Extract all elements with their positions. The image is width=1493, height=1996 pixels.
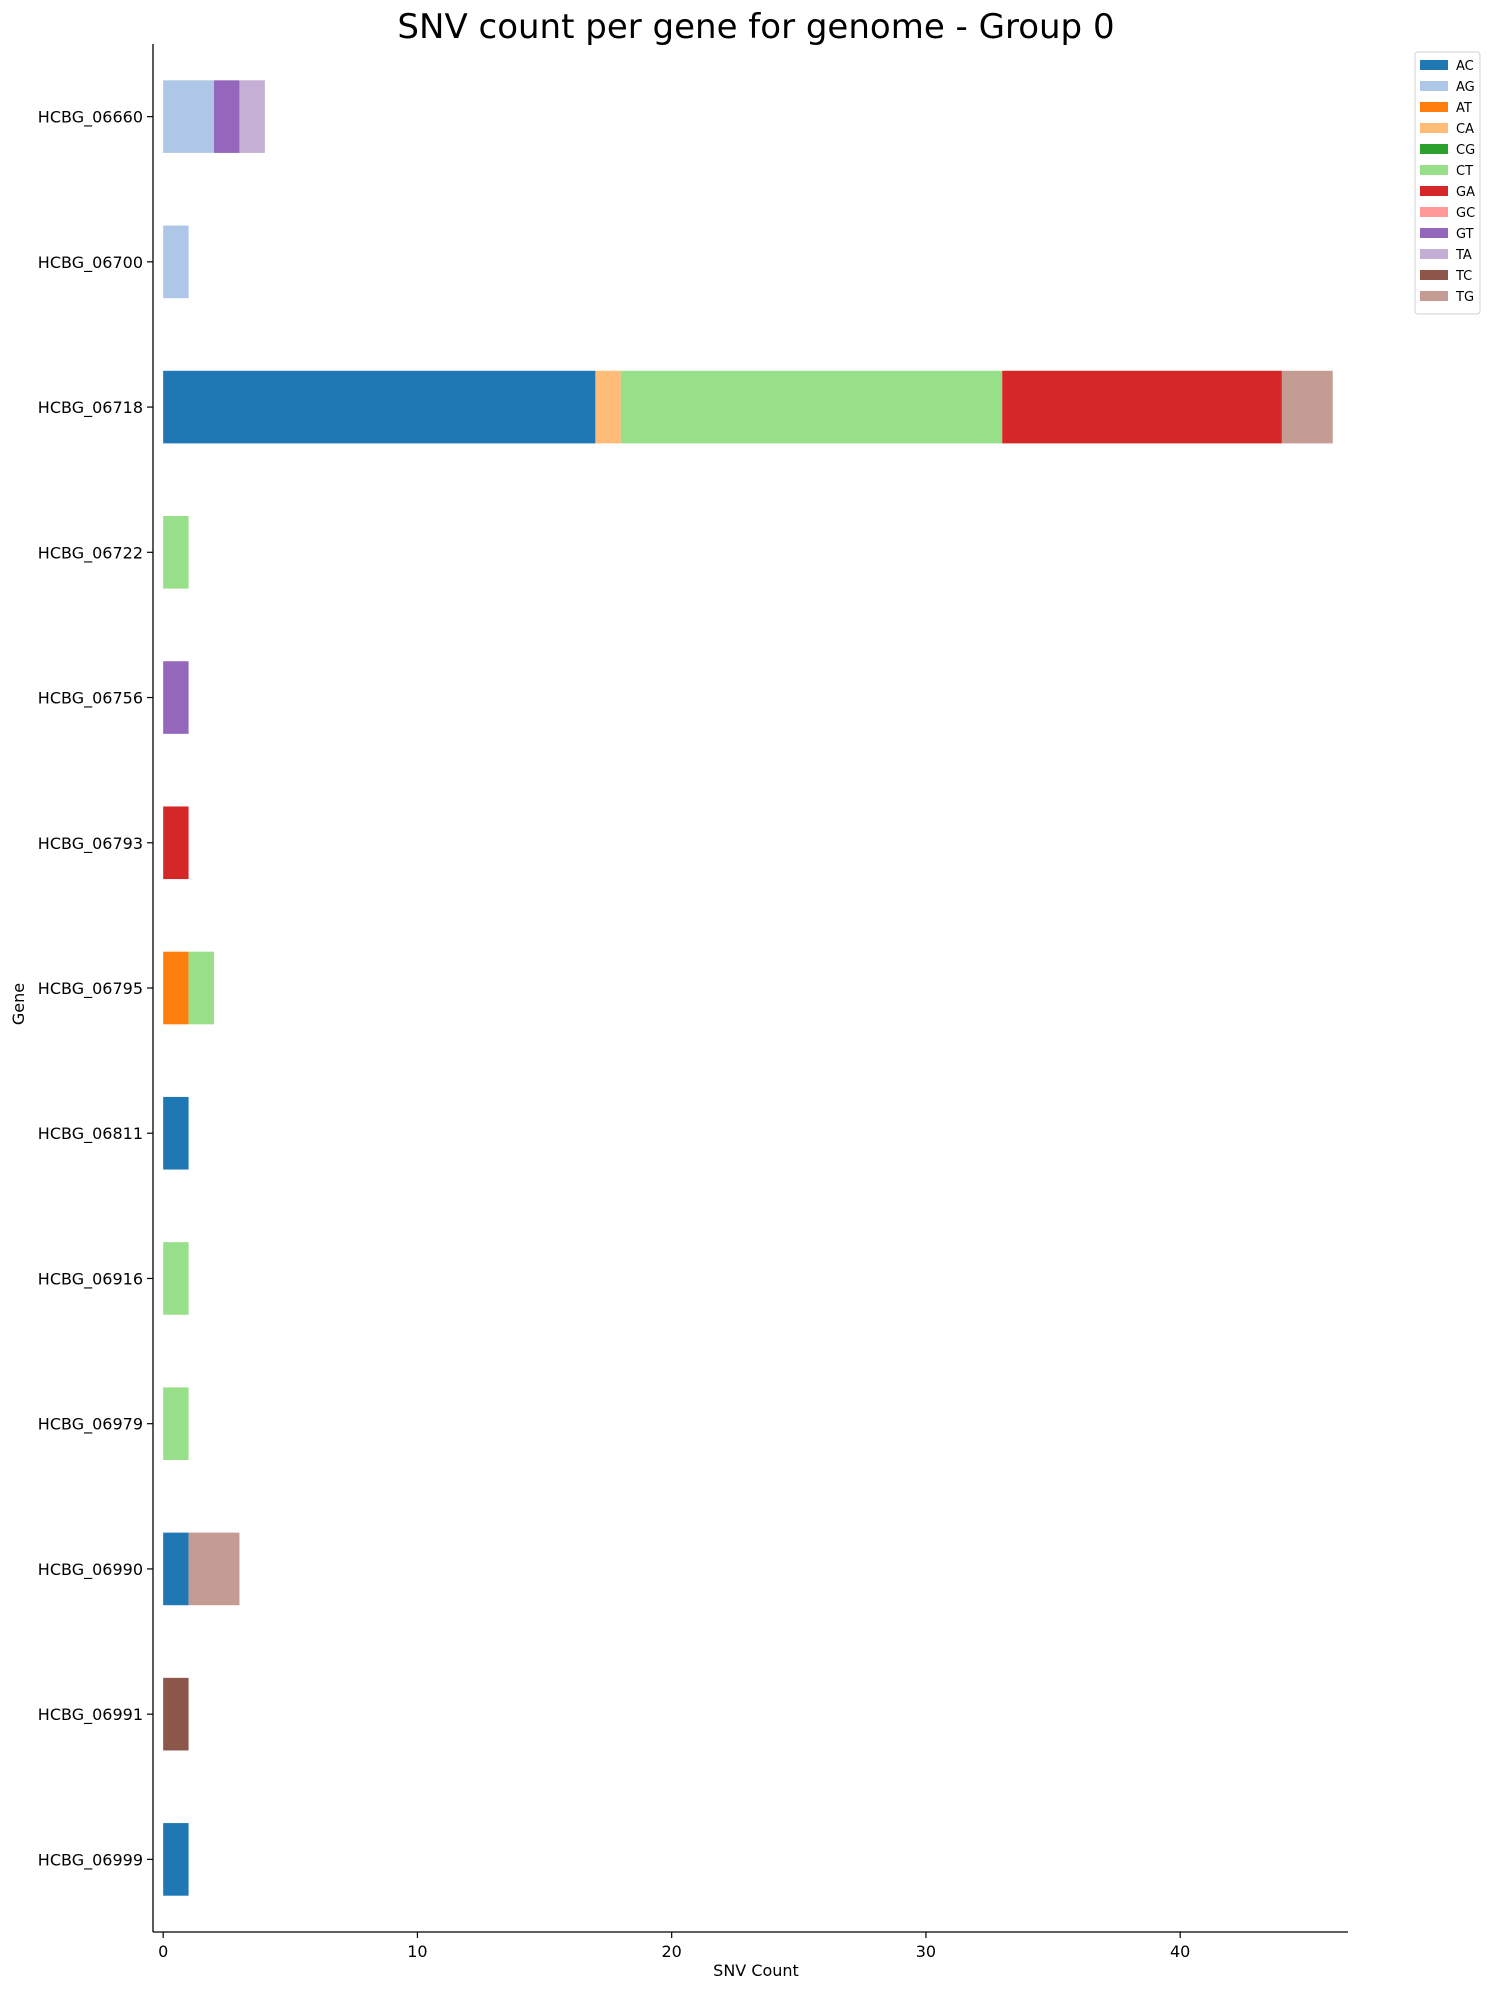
legend-swatch-ta <box>1420 249 1448 259</box>
bar-hcbg_06718-ca <box>595 370 621 444</box>
bar-hcbg_06700-ag <box>163 225 189 299</box>
bar-hcbg_06990-tg <box>188 1532 240 1606</box>
y-tick-label: HCBG_06795 <box>38 979 143 999</box>
x-axis: 0 10 20 30 40 <box>153 1931 1348 1961</box>
bar-hcbg_06795-ct <box>188 951 215 1025</box>
legend-swatch-ac <box>1420 60 1448 70</box>
y-tick-label: HCBG_06718 <box>38 398 143 418</box>
x-tick-label: 0 <box>158 1942 168 1961</box>
legend-swatch-tg <box>1420 291 1448 301</box>
bar-hcbg_06718-tg <box>1281 370 1333 444</box>
bar-hcbg_06795-at <box>163 951 189 1025</box>
y-tick-label: HCBG_06756 <box>38 689 143 709</box>
bar-hcbg_06660-ta <box>239 80 265 153</box>
legend: AC AG AT CA CG CT GA GC GT TA TC TG <box>1414 51 1481 315</box>
legend-label-gt: GT <box>1456 227 1474 242</box>
y-axis-label: Gene <box>9 983 28 1025</box>
bar-hcbg_06916-ct <box>163 1242 189 1315</box>
legend-label-ct: CT <box>1456 164 1473 179</box>
bar-hcbg_06756-gt <box>163 661 189 734</box>
y-tick-label: HCBG_06916 <box>38 1269 143 1289</box>
legend-label-tg: TG <box>1455 290 1474 305</box>
legend-swatch-ct <box>1420 165 1448 175</box>
legend-swatch-gc <box>1420 207 1448 217</box>
y-tick-label: HCBG_06793 <box>38 834 143 854</box>
legend-label-ag: AG <box>1456 80 1475 95</box>
bar-hcbg_06990-ac <box>163 1532 189 1606</box>
bar-hcbg_06991-tc <box>163 1677 189 1751</box>
legend-swatch-ga <box>1420 186 1448 196</box>
legend-label-gc: GC <box>1456 206 1475 221</box>
x-tick-label: 10 <box>407 1942 427 1961</box>
y-tick-label: HCBG_06700 <box>38 253 143 273</box>
x-tick-label: 30 <box>916 1942 936 1961</box>
y-tick-label: HCBG_06990 <box>38 1560 143 1580</box>
bar-hcbg_06811-ac <box>163 1096 189 1170</box>
bar-hcbg_06718-ga <box>1002 370 1282 444</box>
y-axis: HCBG_06660 HCBG_06700 HCBG_06718 HCBG_06722… <box>38 44 154 1932</box>
legend-frame <box>1414 51 1481 315</box>
y-tick-label: HCBG_06979 <box>38 1415 143 1435</box>
legend-swatch-tc <box>1420 270 1448 280</box>
legend-swatch-cg <box>1420 144 1448 154</box>
bar-hcbg_06999-ac <box>163 1823 189 1896</box>
bar-hcbg_06722-ct <box>163 516 189 589</box>
legend-swatch-at <box>1420 102 1448 112</box>
legend-label-ta: TA <box>1455 248 1472 263</box>
legend-label-tc: TC <box>1455 269 1472 284</box>
bar-hcbg_06660-gt <box>214 80 240 153</box>
bar-hcbg_06718-ct <box>620 370 1003 444</box>
y-tick-label: HCBG_06999 <box>38 1850 143 1870</box>
legend-label-ca: CA <box>1456 122 1474 137</box>
y-tick-label: HCBG_06722 <box>38 543 143 563</box>
legend-label-cg: CG <box>1456 143 1475 158</box>
legend-swatch-gt <box>1420 228 1448 238</box>
legend-label-ac: AC <box>1456 59 1474 74</box>
x-axis-label: SNV Count <box>713 1961 799 1980</box>
legend-label-ga: GA <box>1456 185 1475 200</box>
bar-hcbg_06718-ac <box>163 370 596 444</box>
bar-hcbg_06660-ag <box>163 80 215 153</box>
legend-swatch-ag <box>1420 81 1448 91</box>
y-tick-label: HCBG_06660 <box>38 108 143 128</box>
legend-swatch-ca <box>1420 123 1448 133</box>
chart-title: SNV count per gene for genome - Group 0 <box>397 7 1114 47</box>
y-tick-label: HCBG_06991 <box>38 1705 143 1725</box>
bar-hcbg_06793-ga <box>163 806 189 880</box>
y-tick-label: HCBG_06811 <box>38 1124 143 1144</box>
x-tick-label: 20 <box>662 1942 682 1961</box>
bar-hcbg_06979-ct <box>163 1387 189 1460</box>
x-tick-label: 40 <box>1170 1942 1190 1961</box>
bars-layer <box>163 80 1333 1896</box>
legend-label-at: AT <box>1456 101 1472 116</box>
